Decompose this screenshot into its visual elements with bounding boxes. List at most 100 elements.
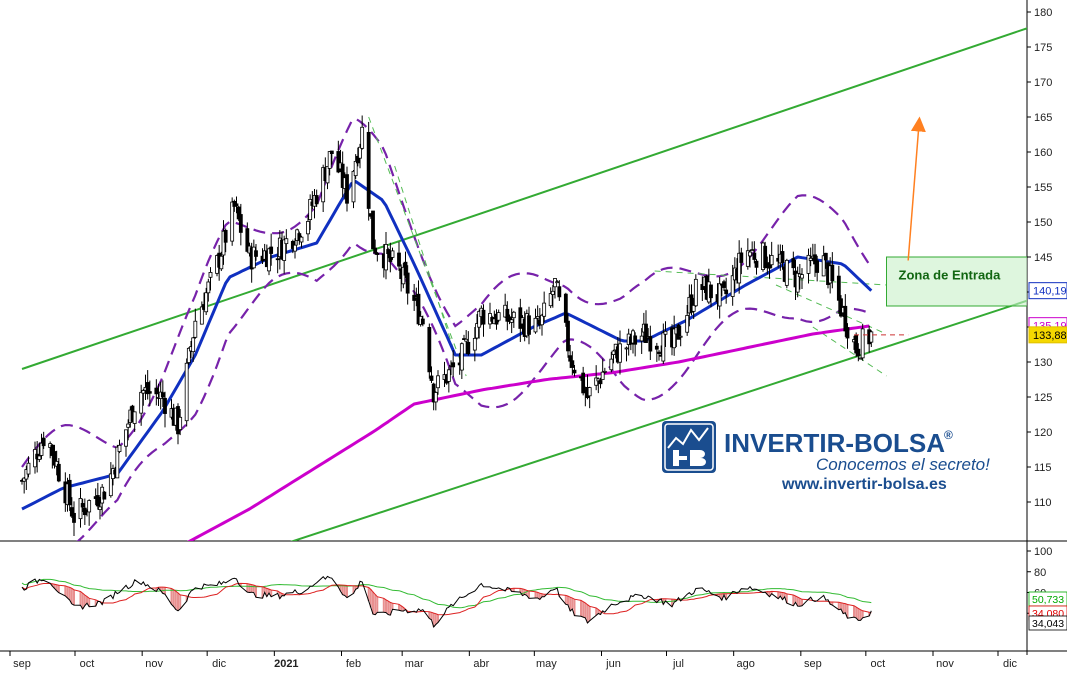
upper-band	[21, 117, 873, 468]
logo-registered: ®	[944, 428, 953, 442]
candle-body	[609, 358, 614, 371]
candle-body	[314, 195, 319, 205]
candle-body	[800, 274, 804, 279]
osc-value-label: 50,733	[1032, 594, 1064, 606]
moving-average-long	[186, 324, 870, 541]
candle-body	[371, 210, 375, 250]
price-tick-label: 180	[1034, 7, 1052, 19]
candle-body	[221, 230, 226, 256]
candle-body	[472, 337, 477, 351]
candle-body	[724, 289, 729, 295]
time-tick-label: feb	[346, 658, 361, 670]
candle-body	[186, 347, 191, 363]
candle-body	[80, 503, 85, 508]
candle-body	[87, 500, 92, 513]
candlesticks	[20, 115, 874, 536]
candle-body	[275, 258, 280, 261]
osc-value-tag	[1028, 615, 1067, 631]
candle-body	[236, 206, 241, 220]
price-tick-label: 115	[1034, 462, 1052, 474]
candle-body	[405, 272, 410, 294]
logo-url: www.invertir-bolsa.es	[781, 476, 947, 493]
candle-body	[39, 442, 44, 456]
candle-body	[795, 272, 800, 293]
candle-body	[269, 246, 274, 254]
envelope-bands	[21, 117, 873, 541]
candle-body	[581, 372, 586, 394]
candle-body	[299, 236, 304, 243]
candle-body	[321, 167, 326, 203]
candle-body	[555, 281, 560, 284]
candle-body	[815, 260, 820, 273]
time-tick-label: dic	[212, 658, 227, 670]
time-axis: sep oct nov dic 2021 feb mar abr may jun jul ago sep…	[9, 651, 1018, 670]
candle-body	[37, 455, 42, 460]
candle-body	[373, 247, 378, 254]
candle-body	[193, 320, 198, 338]
candle-body	[845, 327, 850, 339]
candle-body	[806, 254, 811, 274]
candle-body	[254, 250, 258, 257]
candle-body	[178, 416, 183, 430]
time-tick-label: 2021	[274, 658, 298, 670]
candle-body	[557, 286, 562, 298]
candle-body	[791, 258, 796, 269]
price-tick-label: 165	[1034, 112, 1052, 124]
candle-body	[624, 347, 629, 350]
candle-body	[293, 244, 297, 252]
candle-body	[154, 387, 159, 395]
channel-line	[290, 299, 1027, 541]
moving-average-short	[21, 180, 873, 511]
candle-body	[355, 155, 360, 164]
candle-body	[661, 332, 666, 362]
candle-body	[199, 306, 204, 325]
price-value-tag	[1028, 326, 1067, 344]
candle-body	[50, 444, 55, 456]
candle-body	[429, 375, 434, 381]
time-tick-label: dic	[1003, 658, 1018, 670]
candle-body	[780, 251, 785, 264]
candle-body	[206, 281, 211, 294]
candle-body	[466, 341, 471, 355]
candle-body	[230, 201, 235, 242]
candle-body	[223, 229, 228, 243]
candle-body	[566, 320, 570, 352]
osc-green-line	[21, 578, 872, 609]
candle-body	[329, 150, 334, 154]
candle-body	[511, 311, 516, 319]
candle-body	[739, 252, 744, 263]
candle-body	[54, 461, 59, 467]
candle-body	[654, 345, 659, 350]
candle-body	[533, 317, 538, 333]
candle-body	[427, 327, 432, 373]
candle-body	[813, 254, 817, 265]
candle-body	[745, 250, 750, 267]
candle-body	[750, 249, 755, 252]
osc-value-label: 34,043	[1032, 618, 1064, 630]
candle-body	[132, 411, 137, 424]
candle-body	[22, 477, 27, 482]
candle-body	[767, 262, 772, 269]
candle-body	[420, 318, 425, 325]
candle-body	[672, 328, 677, 349]
candle-body	[52, 451, 57, 466]
candle-body	[475, 323, 479, 339]
candle-body	[550, 290, 555, 295]
candle-body	[325, 166, 330, 184]
brand-logo: INVERTIR-BOLSA ® Conocemos el secreto! w…	[662, 421, 990, 493]
candle-body	[600, 371, 605, 380]
channel-line	[21, 27, 1027, 370]
candle-body	[117, 444, 122, 452]
candle-body	[95, 495, 100, 507]
osc-red-line	[21, 582, 872, 616]
price-value-label: 133,88	[1033, 330, 1067, 342]
dashed-trendline	[775, 284, 887, 335]
candle-body	[763, 245, 768, 269]
candle-body	[858, 357, 863, 360]
price-tick-label: 130	[1034, 357, 1052, 369]
candle-body	[830, 264, 835, 282]
candle-body	[353, 160, 358, 177]
candle-body	[496, 312, 501, 321]
candle-body	[191, 337, 196, 353]
